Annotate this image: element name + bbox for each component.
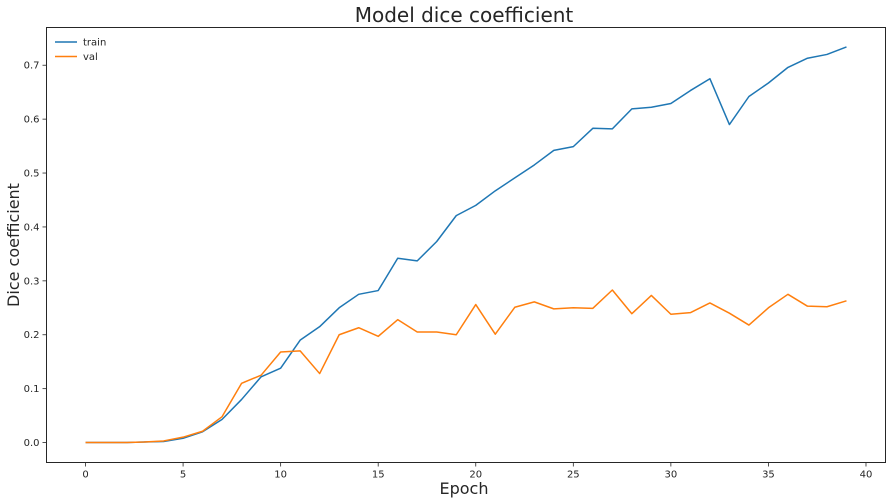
- x-tick-label: 30: [665, 470, 678, 481]
- x-tick-label: 20: [469, 470, 482, 481]
- x-tick-label: 40: [860, 470, 873, 481]
- legend-label-val: val: [83, 52, 98, 63]
- plot-frame: [46, 27, 886, 463]
- series-lines: [85, 46, 847, 444]
- x-tick-label: 5: [180, 470, 186, 481]
- y-tick-label: 0.2: [24, 330, 40, 341]
- y-axis-label: Dice coefficient: [4, 183, 23, 307]
- y-tick-label: 0.5: [24, 169, 40, 180]
- y-tick-label: 0.7: [24, 61, 40, 72]
- x-tick-label: 0: [82, 470, 88, 481]
- series-line-train: [85, 46, 847, 444]
- y-tick-label: 0.4: [24, 222, 40, 233]
- x-tick-label: 25: [567, 470, 580, 481]
- x-tick-label: 35: [762, 470, 775, 481]
- y-tick-label: 0.0: [24, 438, 40, 449]
- x-axis-ticks: 0 5 10 15 20 25 30 35 40: [82, 462, 873, 481]
- y-tick-label: 0.1: [24, 384, 40, 395]
- y-tick-label: 0.6: [24, 115, 40, 126]
- y-axis-ticks: 0.0 0.1 0.2 0.3 0.4 0.5 0.6 0.7: [24, 61, 47, 449]
- chart-title: Model dice coefficient: [355, 3, 574, 27]
- legend: train val: [55, 38, 106, 63]
- y-tick-label: 0.3: [24, 276, 40, 287]
- x-axis-label: Epoch: [440, 479, 489, 498]
- x-tick-label: 10: [274, 470, 287, 481]
- x-tick-label: 15: [372, 470, 385, 481]
- legend-label-train: train: [83, 38, 106, 49]
- series-line-val: [85, 289, 847, 444]
